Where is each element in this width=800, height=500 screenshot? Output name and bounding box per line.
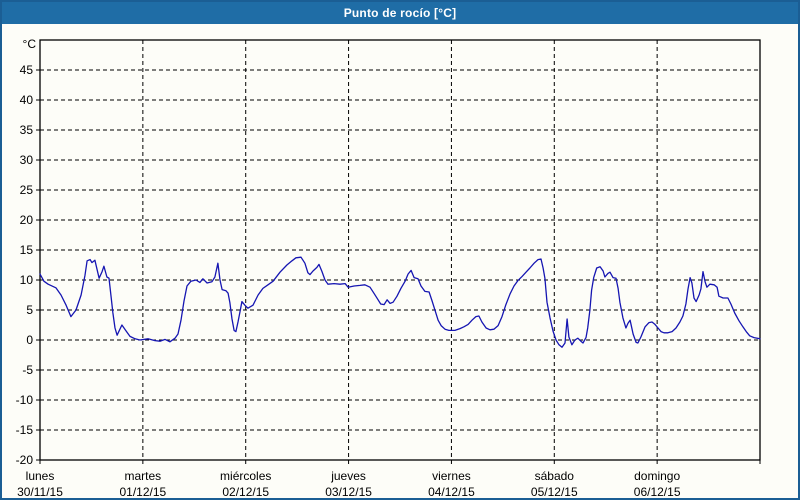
x-day-date-label: 02/12/15 bbox=[222, 485, 269, 498]
x-day-name-label: sábado bbox=[535, 469, 575, 483]
y-tick-label: 10 bbox=[20, 273, 34, 287]
x-day-date-label: 06/12/15 bbox=[634, 485, 681, 498]
x-day-name-label: martes bbox=[125, 469, 162, 483]
y-tick-label: 0 bbox=[26, 333, 33, 347]
y-tick-label: 25 bbox=[20, 183, 34, 197]
x-day-date-label: 01/12/15 bbox=[119, 485, 166, 498]
y-tick-label: -5 bbox=[22, 363, 33, 377]
y-tick-label: 20 bbox=[20, 213, 34, 227]
plot-frame bbox=[39, 39, 761, 461]
y-tick-label: 5 bbox=[26, 303, 33, 317]
x-day-date-label: 04/12/15 bbox=[428, 485, 475, 498]
y-tick-label: -20 bbox=[16, 453, 34, 467]
dew-point-series-line bbox=[39, 256, 761, 348]
x-day-name-label: viernes bbox=[432, 469, 471, 483]
y-tick-label: 30 bbox=[20, 153, 34, 167]
y-axis-unit-label: °C bbox=[23, 37, 37, 51]
y-tick-label: -15 bbox=[16, 423, 34, 437]
window-titlebar: Punto de rocío [°C] bbox=[2, 2, 798, 24]
dew-point-chart: -20 -15 -10 -5 0 5 10 15 20 25 30 35 40 45 °C lunes 30/1… bbox=[16, 37, 761, 498]
x-day-name-label: jueves bbox=[330, 469, 366, 483]
x-day-name-label: domingo bbox=[634, 469, 680, 483]
y-tick-label: 45 bbox=[20, 63, 34, 77]
chart-area: -20 -15 -10 -5 0 5 10 15 20 25 30 35 40 45 °C lunes 30/1… bbox=[2, 24, 798, 498]
y-tick-label: 40 bbox=[20, 93, 34, 107]
window-title: Punto de rocío [°C] bbox=[343, 6, 457, 20]
y-tick-label: 15 bbox=[20, 243, 34, 257]
y-tick-label: 35 bbox=[20, 123, 34, 137]
y-tick-label: -10 bbox=[16, 393, 34, 407]
x-day-name-label: miércoles bbox=[220, 469, 271, 483]
x-day-date-label: 03/12/15 bbox=[325, 485, 372, 498]
x-day-date-label: 30/11/15 bbox=[17, 485, 63, 498]
x-day-name-label: lunes bbox=[26, 469, 55, 483]
x-day-date-label: 05/12/15 bbox=[531, 485, 578, 498]
